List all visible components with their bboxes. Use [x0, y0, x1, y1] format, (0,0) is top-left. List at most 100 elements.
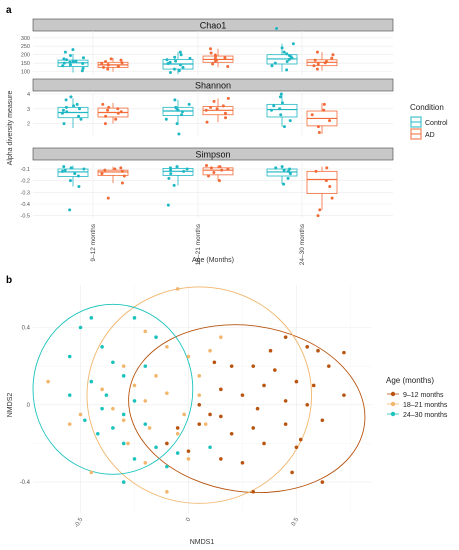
data-point-control — [75, 102, 79, 106]
data-point-ad — [204, 108, 208, 112]
data-point-ad — [313, 58, 317, 62]
data-point-ad — [328, 119, 332, 123]
box-chao1-ad — [97, 58, 129, 72]
data-point-ad — [205, 120, 209, 124]
scatter-point-9-12 — [294, 379, 299, 384]
scatter-point-24-30 — [121, 412, 126, 417]
data-point-ad — [212, 171, 216, 174]
box-body — [97, 169, 129, 176]
data-point-control — [269, 108, 273, 112]
data-point-control — [282, 182, 286, 186]
data-point-control — [172, 183, 176, 187]
data-point-control — [177, 69, 181, 73]
box-shannon-ad — [97, 102, 129, 124]
scatter-point-18-21 — [147, 426, 152, 430]
data-point-ad — [208, 47, 212, 51]
data-point-control — [167, 176, 171, 180]
data-point-ad — [223, 111, 227, 115]
data-point-ad — [106, 67, 110, 71]
scatter-point-18-21 — [67, 422, 72, 426]
panel-a-facets: Chao1 100 150 200 250 300 Shannon 2 3 4 Simpson -0.… — [21, 18, 394, 220]
scatter-point-18-21 — [186, 354, 191, 359]
data-point-ad — [120, 169, 124, 173]
x-tick-label: 0 — [185, 516, 192, 522]
data-point-ad — [213, 57, 217, 61]
data-point-control — [68, 63, 72, 67]
data-point-ad — [113, 167, 117, 171]
scatter-point-9-12 — [320, 418, 325, 423]
data-point-control — [82, 167, 86, 171]
data-point-control — [288, 172, 292, 176]
data-point-control — [274, 166, 278, 170]
data-point-ad — [100, 61, 104, 65]
x-tick-label: 0.5 — [291, 516, 301, 527]
scatter-point-9-12 — [175, 426, 180, 430]
panel-b-ylabel: NMDS2 — [7, 393, 14, 418]
scatter-point-24-30 — [175, 451, 180, 455]
scatter-point-18-21 — [203, 422, 208, 426]
data-point-ad — [217, 179, 221, 183]
data-point-ad — [328, 185, 332, 188]
panel-a-ylabel: Alpha diversity measure — [7, 91, 14, 166]
scatter-point-9-12 — [290, 470, 294, 475]
scatter-point-18-21 — [89, 470, 94, 475]
data-point-control — [286, 176, 290, 180]
data-point-ad — [316, 62, 320, 66]
panel-b-nmds-plot: -0.4 0 0.4 -0.5 0 0.5 — [20, 285, 372, 529]
data-point-control — [62, 122, 66, 126]
data-point-control — [62, 57, 66, 61]
scatter-point-24-30 — [67, 393, 72, 397]
legend-label-9-12: 9–12 months — [403, 392, 444, 399]
data-point-control — [280, 165, 284, 169]
box-simpson-control — [162, 165, 194, 186]
scatter-point-24-30 — [83, 418, 87, 423]
scatter-point-24-30 — [100, 406, 104, 411]
data-point-ad — [215, 107, 219, 111]
box-chao1-ad — [306, 52, 338, 71]
data-point-control — [187, 102, 191, 106]
data-point-control — [181, 65, 185, 69]
data-point-ad — [103, 122, 107, 126]
scatter-point-9-12 — [197, 422, 202, 426]
scatter-point-9-12 — [294, 445, 299, 450]
scatter-point-9-12 — [283, 335, 288, 339]
y-tick-label-chao1: 100 — [21, 70, 30, 76]
scatter-point-9-12 — [268, 348, 273, 353]
data-point-control — [182, 169, 186, 173]
data-point-ad — [322, 108, 326, 112]
data-point-ad — [226, 167, 230, 171]
scatter-point-24-30 — [104, 393, 109, 397]
data-point-control — [68, 60, 72, 64]
data-point-control — [285, 59, 289, 63]
data-point-control — [280, 46, 284, 50]
data-point-control — [285, 68, 289, 72]
box-shannon-ad — [202, 98, 234, 123]
scatter-point-9-12 — [298, 437, 303, 442]
scatter-point-9-12 — [229, 431, 234, 436]
y-tick-label: 0 — [27, 403, 31, 409]
data-point-control — [169, 168, 173, 172]
scatter-point-18-21 — [143, 329, 148, 334]
data-point-ad — [114, 117, 118, 121]
scatter-point-24-30 — [143, 364, 148, 368]
data-point-control — [65, 110, 69, 114]
data-point-ad — [223, 56, 227, 60]
y-tick-label-shannon: 4 — [27, 92, 30, 98]
data-point-control — [71, 59, 75, 63]
data-point-ad — [316, 214, 320, 218]
data-point-control — [178, 50, 182, 54]
data-point-control — [68, 54, 72, 58]
data-point-ad — [315, 67, 319, 71]
data-point-control — [288, 119, 292, 123]
scatter-point-24-30 — [165, 464, 169, 469]
data-point-control — [185, 167, 189, 171]
scatter-point-24-30 — [121, 374, 126, 378]
data-point-ad — [315, 50, 319, 54]
scatter-point-18-21 — [197, 374, 202, 378]
data-point-control — [68, 208, 72, 212]
y-tick-label-chao1: 200 — [21, 53, 30, 59]
scatter-point-9-12 — [320, 480, 325, 484]
data-point-control — [169, 172, 173, 176]
scatter-point-18-21 — [132, 383, 137, 388]
